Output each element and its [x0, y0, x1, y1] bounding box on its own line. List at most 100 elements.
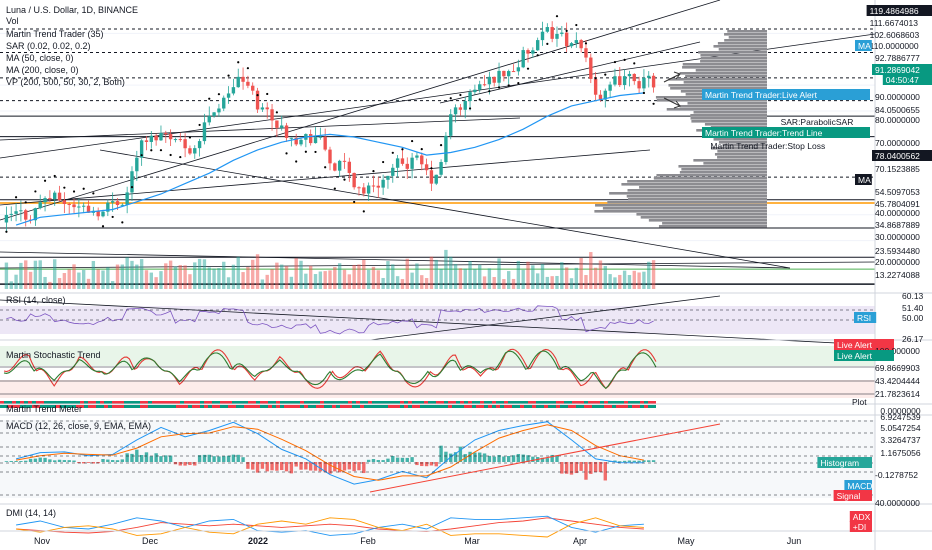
indicator-volume-profile[interactable]: VP (200, 500, 50, 30, 2, Both): [6, 77, 125, 87]
volume-bar: [535, 273, 540, 289]
meter-cell: [536, 401, 540, 404]
meter-cell: [196, 405, 200, 408]
meter-cell: [120, 401, 124, 404]
candle-body: [516, 67, 521, 72]
meter-cell: [380, 405, 384, 408]
profile-bar: [718, 48, 767, 51]
stoch-lower-zone: [0, 380, 875, 398]
macd-pane-title[interactable]: MACD (12, 26, close, 9, EMA, EMA): [6, 421, 151, 431]
axis-label: MA: [858, 175, 871, 185]
candle-body: [458, 107, 463, 110]
sar-dot: [217, 93, 221, 96]
meter-cell: [4, 405, 8, 408]
sar-dot: [565, 29, 568, 32]
sar-dot: [604, 73, 607, 76]
meter-cell: [288, 405, 292, 408]
meter-cell: [256, 401, 260, 404]
macd-histogram-bar: [280, 462, 284, 471]
meter-cell: [8, 401, 12, 404]
rsi-pane-title[interactable]: RSI (14, close): [6, 295, 66, 305]
meter-cell: [420, 405, 424, 408]
candle-body: [130, 171, 134, 193]
stoch-pane-title[interactable]: Martin Stochastic Trend: [6, 350, 101, 360]
indicator-trend-trader[interactable]: Martin Trend Trader (35): [6, 29, 104, 39]
meter-pane-title[interactable]: Martin Trend Meter: [6, 404, 82, 414]
candle-body: [502, 70, 506, 77]
macd-histogram-bar: [125, 453, 129, 462]
meter-cell: [208, 405, 212, 408]
meter-cell: [352, 405, 356, 408]
volume-bar: [642, 271, 646, 289]
candle-body: [391, 167, 395, 176]
meter-cell: [240, 405, 244, 408]
meter-cell: [316, 401, 320, 404]
volume-bar: [371, 266, 376, 289]
volume-bar: [400, 279, 405, 289]
sar-dot: [594, 77, 597, 80]
meter-cell: [576, 405, 580, 408]
meter-cell: [408, 405, 412, 408]
candle-body: [352, 172, 356, 188]
meter-cell: [500, 405, 504, 408]
candle-body: [627, 73, 632, 77]
volume-bar: [241, 272, 245, 289]
rsi-line: [6, 305, 654, 335]
meter-cell: [80, 405, 84, 408]
meter-cell: [140, 405, 144, 408]
volume-bar: [569, 278, 574, 289]
meter-cell: [300, 401, 304, 404]
volume-bar: [43, 276, 47, 289]
axis-label: Martin Trend Trader:Live Alert: [705, 90, 818, 100]
meter-cell: [628, 401, 632, 404]
candle-body: [357, 187, 361, 189]
meter-cell: [212, 401, 216, 404]
profile-bar: [728, 36, 767, 39]
volume-bar: [420, 275, 424, 289]
axis-label: 80.0000000: [875, 115, 920, 125]
price-axis-labels[interactable]: 119.4864986 111.6674013 102.6068603110.000…: [855, 5, 932, 280]
macd-histogram-bar: [188, 462, 192, 466]
meter-cell: [136, 401, 140, 404]
meter-cell: [148, 401, 152, 404]
indicator-ma50[interactable]: MA (50, close, 0): [6, 53, 74, 63]
dmi-pane-title[interactable]: DMI (14, 14): [6, 508, 56, 518]
meter-cell: [576, 401, 580, 404]
volume-bar: [579, 257, 583, 289]
time-axis-label: Nov: [34, 536, 51, 546]
macd-histogram-bar: [381, 460, 385, 462]
candle-body: [188, 148, 192, 154]
profile-bar: [628, 198, 767, 201]
sar-dot: [420, 148, 423, 151]
macd-histogram-bar: [38, 457, 42, 462]
time-axis[interactable]: Nov Dec 2022 Feb Mar Apr May Jun: [34, 536, 801, 546]
meter-cell: [424, 401, 428, 404]
indicator-sar[interactable]: SAR (0.02, 0.02, 0.2): [6, 41, 91, 51]
candle-body: [632, 73, 636, 82]
axis-label-bg: [872, 150, 932, 161]
meter-cell: [0, 401, 4, 404]
macd-histogram-bar: [53, 460, 57, 462]
volume-bar: [593, 267, 598, 289]
indicator-ma200[interactable]: MA (200, close, 0): [6, 65, 79, 75]
candle-body: [453, 107, 458, 115]
sar-dot: [575, 23, 578, 27]
volume-bar: [323, 271, 327, 289]
macd-histogram-bar: [86, 462, 91, 463]
profile-bar: [666, 108, 767, 111]
volume-bar: [540, 264, 545, 289]
macd-histogram-bar: [342, 462, 347, 471]
macd-histogram-bar: [545, 458, 550, 462]
axis-label: 92.7886777: [875, 53, 920, 63]
axis-label: 0.0000000: [880, 406, 920, 416]
meter-cell: [16, 405, 20, 408]
meter-cell: [72, 405, 76, 408]
sar-dot: [623, 58, 626, 62]
volume-bar: [217, 268, 221, 289]
profile-bar: [658, 225, 767, 228]
meter-cell: [272, 405, 276, 408]
macd-histogram-bar: [420, 462, 424, 467]
candle-body: [395, 158, 400, 168]
volume-bar: [308, 265, 313, 289]
meter-cell: [492, 405, 496, 408]
